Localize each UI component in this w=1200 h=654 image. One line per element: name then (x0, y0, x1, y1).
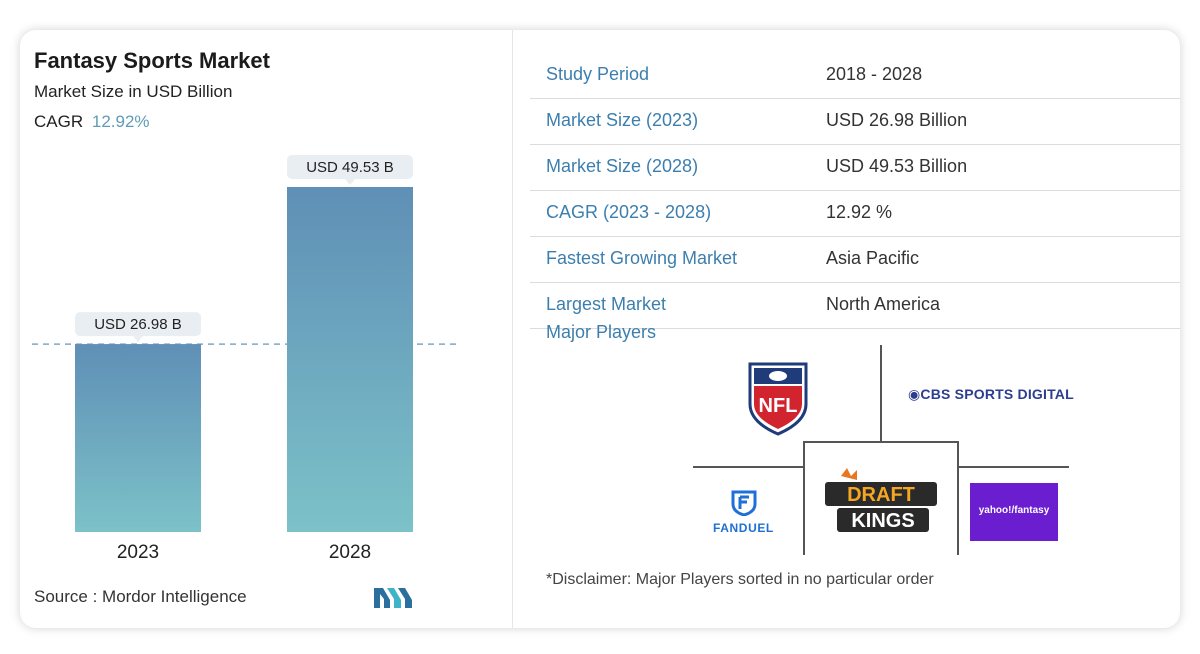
data-label-bg (287, 155, 413, 179)
bar-2028 (287, 187, 413, 532)
yahoo-fantasy-logo-icon: yahoo!/fantasy (970, 483, 1058, 541)
cagr-label: CAGR (34, 112, 84, 131)
data-label-pointer (133, 336, 143, 343)
disclaimer-text: *Disclaimer: Major Players sorted in no … (546, 571, 934, 588)
grid-line (959, 466, 1069, 468)
fanduel-logo-text: FANDUEL (713, 521, 774, 535)
panel-divider (512, 30, 513, 628)
major-players-label: Major Players (546, 322, 657, 342)
stat-row-fastest-growing: Fastest Growing Market Asia Pacific (530, 236, 1180, 283)
market-snapshot-card: Fantasy Sports Market Market Size in USD… (20, 30, 1180, 628)
stat-row-largest-market: Largest Market North America (530, 282, 1180, 329)
grid-line (880, 345, 882, 441)
stat-value: Asia Pacific (826, 248, 920, 268)
bar-2023 (75, 344, 201, 532)
chart-panel: Fantasy Sports Market Market Size in USD… (20, 30, 512, 628)
data-label: USD 49.53 B (306, 159, 394, 176)
svg-text:NFL: NFL (759, 395, 798, 417)
stat-label: Fastest Growing Market (546, 248, 738, 268)
stat-value: USD 49.53 Billion (826, 156, 968, 176)
stat-value: 12.92 % (826, 202, 893, 222)
grid-line (957, 441, 959, 555)
data-label-pointer (345, 179, 355, 185)
fanduel-shield-icon (731, 490, 757, 516)
svg-text:KINGS: KINGS (851, 510, 914, 532)
stat-row-market-size-2028: Market Size (2028) USD 49.53 Billion (530, 144, 1180, 191)
x-tick-label: 2028 (329, 542, 371, 563)
grid-line (803, 441, 805, 555)
stat-value: North America (826, 294, 941, 314)
stat-label: Market Size (2028) (546, 156, 699, 176)
source-note: Source : Mordor Intelligence (34, 587, 247, 606)
cbs-sports-digital-logo-icon: ◉CBS SPORTS DIGITAL (908, 386, 1074, 402)
x-tick-label: 2023 (117, 542, 159, 563)
stat-label: Market Size (2023) (546, 110, 699, 130)
data-label: USD 26.98 B (94, 316, 182, 333)
cagr-line: CAGR 12.92% (34, 112, 150, 132)
chart-title: Fantasy Sports Market (34, 48, 270, 73)
grid-line (803, 441, 959, 443)
stat-value: USD 26.98 Billion (826, 110, 968, 130)
stat-row-cagr: CAGR (2023 - 2028) 12.92 % (530, 190, 1180, 237)
mordor-intelligence-logo-icon (374, 588, 412, 608)
grid-line (693, 466, 803, 468)
nfl-logo-icon: NFL (748, 362, 808, 436)
stat-label: CAGR (2023 - 2028) (546, 202, 712, 222)
cagr-value: 12.92% (91, 112, 150, 131)
stat-row-market-size-2023: Market Size (2023) USD 26.98 Billion (530, 98, 1180, 145)
bar-chart: USD 26.98 B 2023 USD 49.53 B 2028 (32, 155, 456, 563)
stats-panel: Study Period 2018 - 2028 Market Size (20… (530, 30, 1180, 628)
stat-value: 2018 - 2028 (826, 64, 923, 84)
draftkings-logo-icon: DRAFT KINGS (825, 468, 937, 532)
svg-text:DRAFT: DRAFT (847, 484, 915, 506)
chart-subtitle: Market Size in USD Billion (34, 82, 233, 101)
stat-label: Study Period (546, 64, 650, 84)
stat-label: Largest Market (546, 294, 667, 314)
stat-row-study-period: Study Period 2018 - 2028 (530, 52, 1180, 99)
data-label-bg (75, 312, 201, 337)
